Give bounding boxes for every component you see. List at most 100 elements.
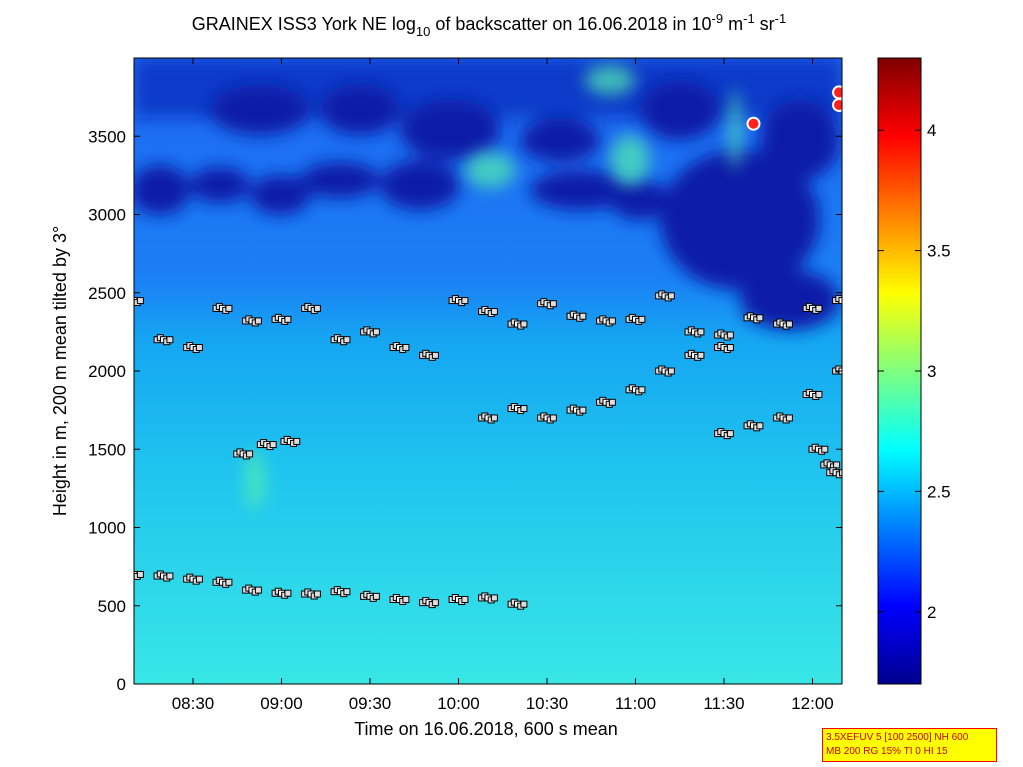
layer-marker [313, 590, 321, 598]
y-axis: 0 500 1000 1500 2000 2500 3000 3500 [88, 127, 842, 694]
cloud-base-marker [832, 97, 842, 112]
layer-marker [293, 437, 301, 445]
layer-marker [520, 405, 528, 413]
layer-marker [845, 368, 851, 374]
layer-marker [136, 297, 144, 305]
layer-marker [756, 314, 764, 322]
colorbar-tick-label: 2 [927, 603, 936, 622]
layer-marker [195, 575, 203, 583]
layer-marker [136, 570, 144, 578]
colorbar-tick-label: 3 [927, 362, 936, 381]
y-tick-label: 2500 [88, 284, 126, 303]
layer-marker [608, 317, 616, 325]
y-axis-label: Height in m, 200 m mean tilted by 3° [50, 226, 70, 516]
x-axis-label: Time on 16.06.2018, 600 s mean [354, 719, 618, 739]
layer-marker [756, 422, 764, 430]
chart-title: GRAINEX ISS3 York NE log10 of backscatte… [192, 11, 786, 39]
colorbar-tick-label: 3.5 [927, 242, 951, 261]
layer-marker [785, 320, 793, 328]
layer-marker [461, 297, 469, 305]
layer-marker [166, 572, 174, 580]
x-tick-label: 11:30 [703, 694, 744, 713]
y-tick-label: 3000 [88, 206, 126, 225]
info-box: 3.5XEFUV 5 [100 2500] NH 600 MB 200 RG 1… [822, 728, 997, 762]
layer-markers [125, 85, 851, 610]
y-tick-label: 1500 [88, 440, 126, 459]
y-tick-label: 500 [98, 597, 126, 616]
layer-marker [125, 571, 131, 577]
layer-marker [313, 304, 321, 312]
x-tick-label: 12:00 [791, 694, 834, 713]
layer-marker [402, 595, 410, 603]
layer-marker [461, 595, 469, 603]
layer-marker [431, 351, 439, 359]
colorbar [877, 57, 922, 685]
layer-marker [838, 297, 842, 305]
cloud-base-marker [746, 116, 761, 131]
x-tick-label: 09:30 [349, 694, 392, 713]
heatmap-field [134, 58, 842, 684]
layer-marker [821, 445, 829, 453]
layer-marker [549, 414, 557, 422]
layer-marker [246, 450, 254, 458]
layer-marker [490, 414, 498, 422]
layer-marker [166, 336, 174, 344]
colorbar-tick-label: 4 [927, 121, 936, 140]
layer-marker [520, 320, 528, 328]
layer-marker [726, 430, 734, 438]
layer-marker [845, 298, 851, 304]
y-tick-label: 0 [117, 675, 126, 694]
y-tick-label: 1000 [88, 519, 126, 538]
layer-marker [269, 441, 277, 449]
x-tick-label: 10:30 [526, 694, 569, 713]
x-tick-label: 09:00 [260, 694, 303, 713]
layer-marker [667, 292, 675, 300]
layer-marker [579, 312, 587, 320]
layer-marker [284, 589, 292, 597]
layer-marker [579, 406, 587, 414]
y-tick-label: 3500 [88, 127, 126, 146]
layer-marker [402, 344, 410, 352]
layer-marker [697, 328, 705, 336]
x-tick-label: 11:00 [615, 694, 656, 713]
layer-marker [490, 308, 498, 316]
layer-marker [608, 398, 616, 406]
info-line-2: MB 200 RG 15% TI 0 HI 15 [826, 746, 948, 757]
layer-marker [726, 331, 734, 339]
info-line-1: 3.5XEFUV 5 [100 2500] NH 600 [826, 732, 969, 743]
x-axis: 08:30 09:00 09:30 10:00 10:30 11:00 11:30 12:00 [172, 58, 834, 713]
x-tick-label: 08:30 [172, 694, 215, 713]
layer-marker [815, 304, 823, 312]
layer-marker [343, 588, 351, 596]
layer-marker [549, 300, 557, 308]
layer-marker [638, 315, 646, 323]
layer-marker [343, 336, 351, 344]
layer-marker [638, 386, 646, 394]
layer-marker [254, 586, 262, 594]
layer-marker [195, 344, 203, 352]
layer-marker [134, 568, 135, 576]
layer-marker [520, 600, 528, 608]
y-tick-label: 2000 [88, 362, 126, 381]
layer-marker [841, 299, 842, 307]
layer-marker [841, 369, 842, 377]
layer-marker [134, 295, 135, 303]
layer-marker [667, 367, 675, 375]
layer-marker [225, 578, 233, 586]
cloud-base-marker [832, 85, 842, 100]
layer-marker [284, 315, 292, 323]
layer-marker [372, 592, 380, 600]
layer-marker [785, 414, 793, 422]
layer-marker [833, 461, 841, 469]
colorbar-tick-label: 2.5 [927, 482, 951, 501]
layer-marker [839, 469, 842, 477]
x-tick-label: 10:00 [437, 694, 480, 713]
layer-marker [372, 328, 380, 336]
layer-marker [254, 317, 262, 325]
layer-marker [490, 594, 498, 602]
layer-marker [697, 351, 705, 359]
layer-marker [726, 344, 734, 352]
layer-marker [431, 599, 439, 607]
layer-marker [225, 304, 233, 312]
